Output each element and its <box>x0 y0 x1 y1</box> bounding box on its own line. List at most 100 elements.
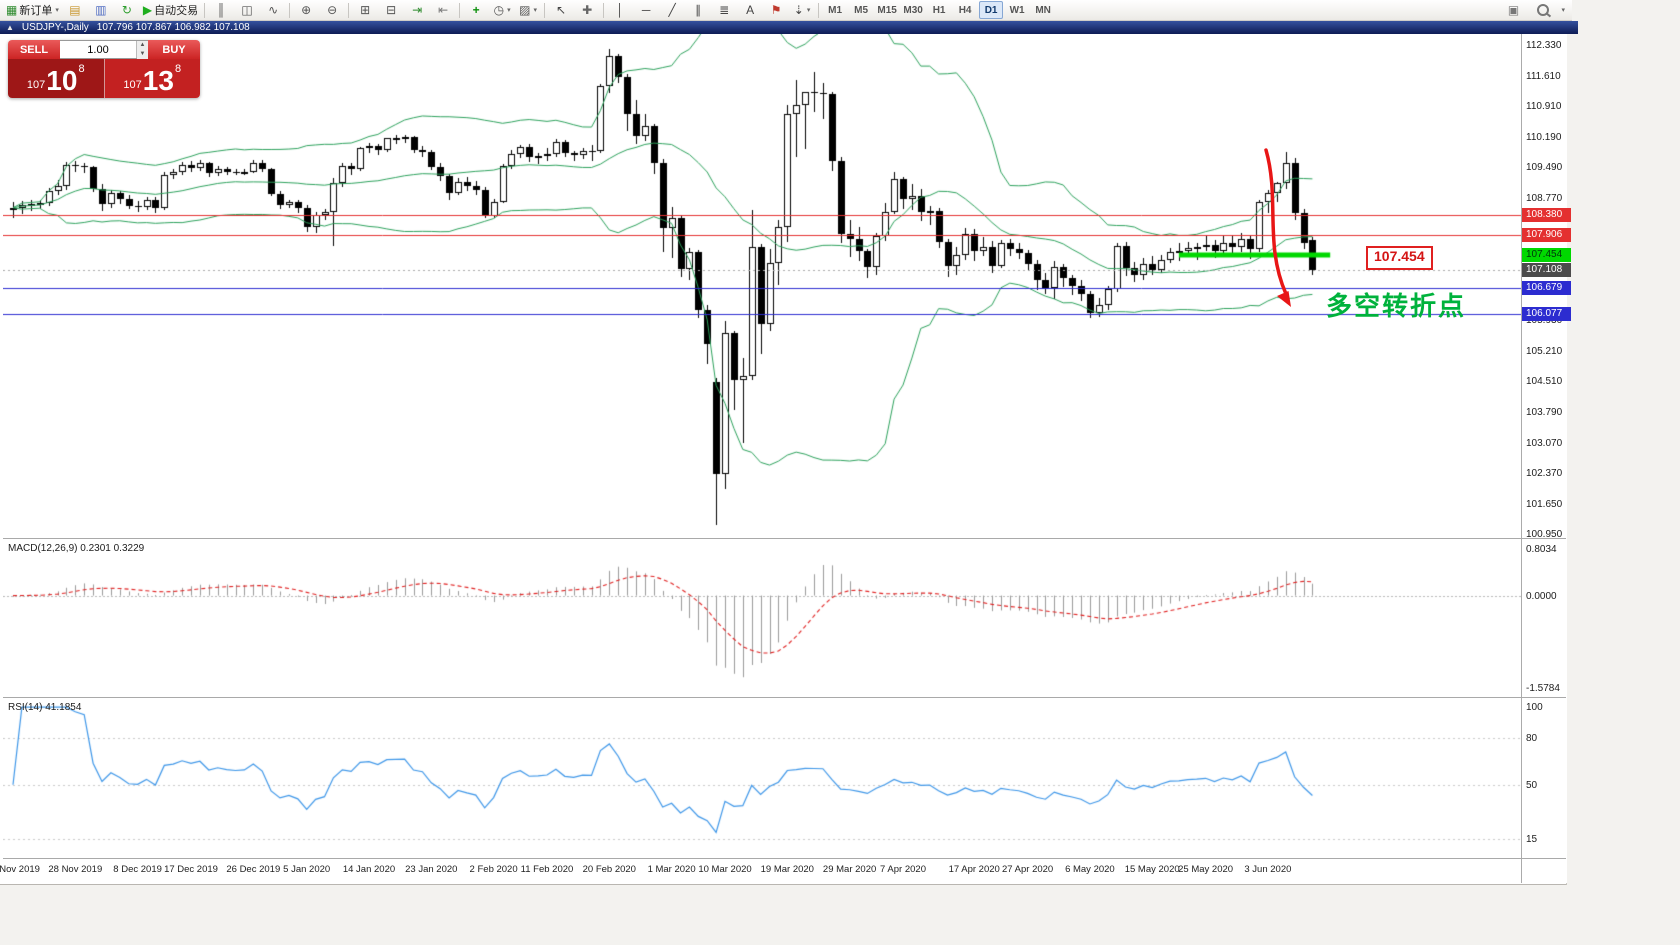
timeframe-h1-button[interactable]: H1 <box>932 4 946 16</box>
chart-shift-icon[interactable]: ⇤ <box>430 1 456 19</box>
toolbar-right-group: ▣ ▾ <box>1500 1 1569 19</box>
timeframe-m15-button[interactable]: M15 <box>877 4 897 16</box>
volume-up-button[interactable]: ▲ <box>137 41 148 50</box>
buy-price[interactable]: 107 13 8 <box>104 59 200 98</box>
toolbar-separator <box>818 2 820 18</box>
charts-icon[interactable]: ▤ <box>62 1 88 19</box>
timeframe-m5-button[interactable]: M5 <box>854 4 869 16</box>
panel-separator[interactable] <box>3 697 1566 698</box>
one-click-trading-panel: SELL ▲ ▼ BUY 107 10 8 107 13 8 <box>8 40 200 98</box>
chart-plot-area[interactable] <box>3 34 1521 858</box>
price-axis[interactable]: 112.330 111.610 110.910 110.190 109.490 108.7… <box>1521 34 1571 883</box>
cascade-windows-icon[interactable]: ⊟ <box>378 1 404 19</box>
price-line-badge: 107.906 <box>1522 228 1571 243</box>
bar-chart-icon[interactable]: ║ <box>208 1 234 19</box>
bar-chart-icon: ║ <box>216 3 226 17</box>
zoom-in-icon[interactable]: ⊕ <box>293 1 319 19</box>
price-tick: 111.610 <box>1526 71 1561 83</box>
sell-price[interactable]: 107 10 8 <box>8 59 105 98</box>
zoom-out-icon[interactable]: ⊖ <box>319 1 345 19</box>
auto-scroll-icon[interactable]: ⇥ <box>404 1 430 19</box>
macd-tick: -1.5784 <box>1526 682 1560 694</box>
date-label: 20 Feb 2020 <box>582 864 636 875</box>
timeframe-m30-button[interactable]: M30 <box>903 4 923 16</box>
price-flag-annotation[interactable]: 107.454 <box>1366 246 1433 270</box>
chevron-down-icon: ▾ <box>55 7 59 14</box>
date-label: 3 Jun 2020 <box>1244 864 1292 875</box>
chevron-down-icon: ▾ <box>806 7 811 14</box>
trendline-icon[interactable]: ╱ <box>659 1 685 19</box>
date-label: 14 Jan 2020 <box>342 864 396 875</box>
fibonacci-icon[interactable]: ≣ <box>711 1 737 19</box>
mt4-terminal-window: ▦ 新订单 ▾ ▤ ▥ ↻ ▶ 自动交易 ║ ◫ ∿ ⊕ ⊖ ⊞ ⊟ ⇥ ⇤ + ◷ ▾ ▨ ▾ ↖ ✚ │ ─ ╱ ∥ ≣ A ⚑ ⇣ ▾ M1… <box>0 0 1567 885</box>
date-label: 19 Mar 2020 <box>760 864 814 875</box>
panel-separator[interactable] <box>3 538 1566 539</box>
timeframe-w1-button[interactable]: W1 <box>1009 4 1025 16</box>
magnifier-icon <box>1537 4 1550 16</box>
new-order-button[interactable]: ▦ 新订单 ▾ <box>3 1 62 19</box>
sell-price-prefix: 107 <box>26 78 46 91</box>
chart-title-ohlc: 107.796 107.867 106.982 107.108 <box>96 22 250 33</box>
label-icon[interactable]: ⚑ <box>763 1 789 19</box>
arrows-dropdown-icon[interactable]: ⇣ ▾ <box>789 1 815 19</box>
candlestick-chart-icon[interactable]: ◫ <box>234 1 260 19</box>
price-tick: 103.070 <box>1526 438 1563 450</box>
refresh-icon[interactable]: ↻ <box>114 1 140 19</box>
sell-button[interactable]: SELL <box>8 40 60 59</box>
timeframe-d1-button[interactable]: D1 <box>979 1 1004 19</box>
date-label: 10 Mar 2020 <box>698 864 752 875</box>
buy-button[interactable]: BUY <box>148 40 200 59</box>
line-chart-icon[interactable]: ∿ <box>260 1 286 19</box>
arrows-dropdown-icon: ⇣ <box>793 3 804 17</box>
templates-icon: ▨ <box>519 3 531 17</box>
cursor-icon[interactable]: ↖ <box>548 1 574 19</box>
periods-icon[interactable]: ◷ ▾ <box>489 1 515 19</box>
turning-point-note[interactable]: 多空转折点 <box>1326 291 1467 321</box>
price-tick: 110.910 <box>1526 101 1562 113</box>
timeframe-mn-button[interactable]: MN <box>1035 4 1051 16</box>
price-tick: 109.490 <box>1526 162 1563 174</box>
date-label: 8 Dec 2019 <box>113 864 162 875</box>
horizontal-line-icon: ─ <box>641 3 651 17</box>
channel-icon[interactable]: ∥ <box>685 1 711 19</box>
auto-scroll-icon: ⇥ <box>412 3 423 17</box>
chart-window-titlebar[interactable]: ▲ USDJPY-,Daily 107.796 107.867 106.982 … <box>0 21 1578 34</box>
timeframe-m1-button[interactable]: M1 <box>828 4 843 16</box>
zoom-out-icon: ⊖ <box>327 3 338 17</box>
date-label: 27 Apr 2020 <box>1001 864 1054 875</box>
down-arrow-annotation[interactable] <box>1250 144 1314 314</box>
volume-input[interactable] <box>60 41 136 58</box>
new-order-button-label: 新订单 <box>19 5 53 17</box>
indicators-icon[interactable]: + <box>463 1 489 19</box>
price-tick: 100.950 <box>1526 529 1563 541</box>
date-label: 6 May 2020 <box>1065 864 1115 875</box>
price-tick: 104.510 <box>1526 376 1563 388</box>
toolbar-separator <box>544 2 546 18</box>
vertical-line-icon[interactable]: │ <box>607 1 633 19</box>
timeframe-h4-button[interactable]: H4 <box>958 4 972 16</box>
crosshair-icon[interactable]: ✚ <box>574 1 600 19</box>
horizontal-line-icon[interactable]: ─ <box>633 1 659 19</box>
zoom-in-icon: ⊕ <box>301 3 312 17</box>
profiles-icon[interactable]: ▥ <box>88 1 114 19</box>
new-order-icon: ▦ <box>6 3 18 17</box>
profiles-icon: ▥ <box>95 3 107 17</box>
chevron-down-icon[interactable]: ▾ <box>1561 7 1565 14</box>
templates-icon[interactable]: ▨ ▾ <box>515 1 541 19</box>
auto-trading-button[interactable]: ▶ 自动交易 <box>140 1 201 19</box>
text-icon: A <box>746 3 755 17</box>
text-icon[interactable]: A <box>737 1 763 19</box>
search-icon[interactable] <box>1530 1 1556 19</box>
price-tick: 108.770 <box>1526 193 1563 205</box>
window-icon[interactable]: ▣ <box>1507 3 1520 17</box>
price-line-badge: 108.380 <box>1522 207 1571 222</box>
volume-down-button[interactable]: ▼ <box>137 50 148 59</box>
panel-separator[interactable] <box>3 858 1566 859</box>
buy-price-pips: 13 <box>142 65 174 97</box>
date-label: 28 Nov 2019 <box>48 864 103 875</box>
date-label: 7 Apr 2020 <box>880 864 926 875</box>
rsi-tick: 80 <box>1526 733 1538 745</box>
tile-windows-icon: ⊞ <box>360 3 371 17</box>
tile-windows-icon[interactable]: ⊞ <box>352 1 378 19</box>
